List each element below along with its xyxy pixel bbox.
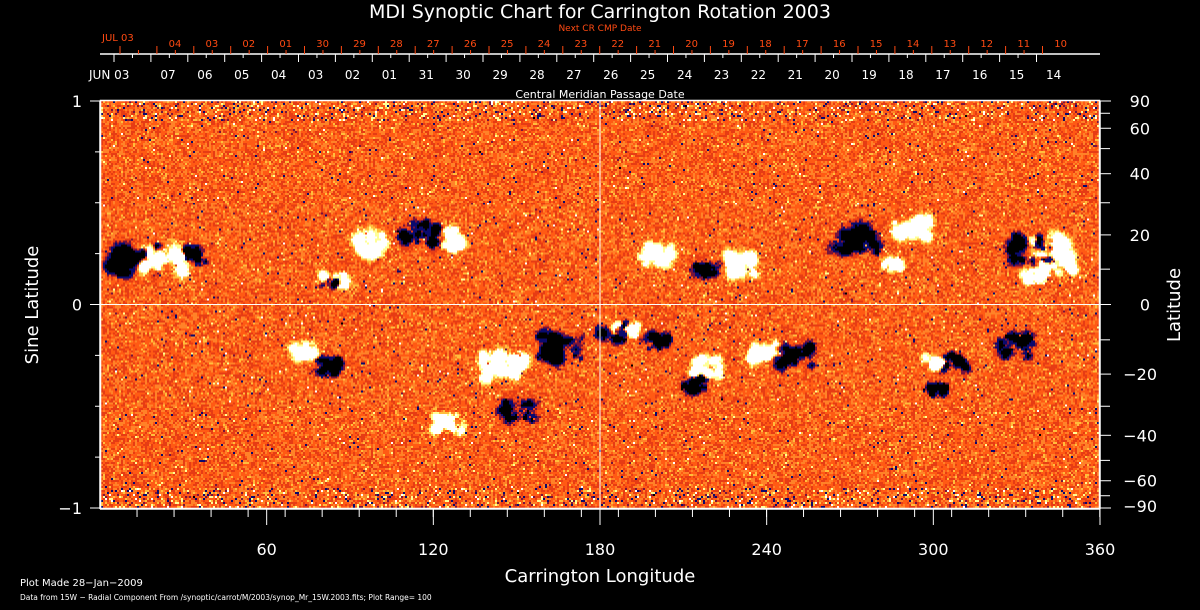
top-axis-cmp-date: 21	[788, 68, 803, 82]
top-axis-cmp-date: 30	[456, 68, 471, 82]
y-left-tick-label: −1	[58, 499, 82, 518]
top-axis-cmp-date: 16	[972, 68, 987, 82]
chart-title: MDI Synoptic Chart for Carrington Rotati…	[369, 1, 831, 23]
top-axis-next-date: 18	[759, 39, 772, 50]
top-axis-next-date: 03	[206, 39, 219, 50]
y-right-tick-label: 90	[1130, 92, 1150, 111]
top-axis-cmp-date: 17	[935, 68, 950, 82]
top-axis-cmp-date: 15	[1009, 68, 1024, 82]
x-axis-label: Carrington Longitude	[505, 566, 696, 587]
top-axis-next-start-label: JUL 03	[101, 33, 134, 44]
x-tick-label: 120	[418, 540, 449, 559]
top-axis-cmp-date: 18	[898, 68, 913, 82]
y-right-tick-label: −60	[1123, 472, 1157, 491]
plot-made-note: Plot Made 28−Jan−2009	[20, 578, 143, 589]
top-axis-cmp-date: 03	[308, 68, 323, 82]
top-axis-cmp-start-label: JUN 03	[88, 68, 129, 82]
y-right-tick-label: −20	[1123, 365, 1157, 384]
y-left-tick-label: 1	[72, 92, 82, 111]
top-axis-next-date: 22	[611, 39, 624, 50]
y-right-tick-label: 60	[1130, 119, 1150, 138]
top-axis-next-date: 26	[464, 39, 477, 50]
top-axis-next-date: 25	[501, 39, 514, 50]
top-axis-next-date: 13	[944, 39, 957, 50]
top-axis-cmp-date: 24	[677, 68, 692, 82]
top-axis-cmp-date: 28	[529, 68, 544, 82]
top-axis-cmp-title: Central Meridian Passage Date	[515, 88, 684, 101]
top-axis-next-date: 28	[390, 39, 403, 50]
magnetogram-map	[101, 101, 1099, 508]
top-axis-cmp-date: 05	[234, 68, 249, 82]
x-tick-label: 180	[585, 540, 616, 559]
top-axis-next-date: 29	[353, 39, 366, 50]
top-axis-next-date: 30	[316, 39, 329, 50]
y-axis-right-label: Latitude	[1164, 268, 1185, 342]
top-axis-next-date: 10	[1054, 39, 1067, 50]
top-axis-next-date: 23	[575, 39, 588, 50]
x-tick-label: 300	[918, 540, 949, 559]
top-axis-next-date: 14	[907, 39, 920, 50]
top-axis-cmp-date: 29	[492, 68, 507, 82]
top-axis-cmp-date: 07	[160, 68, 175, 82]
top-axis-next-date: 12	[980, 39, 993, 50]
top-axis-cmp-date: 25	[640, 68, 655, 82]
y-right-tick-label: 20	[1130, 226, 1150, 245]
top-axis-cmp-date: 01	[382, 68, 397, 82]
top-axis-cmp-date: 14	[1046, 68, 1061, 82]
top-axis-next-date: 20	[685, 39, 698, 50]
top-axis-ticks: 07 06 05 04 03 02 01 31 30 29 28 27 26 25 24 23 22 21 20 19…	[113, 39, 1067, 82]
top-axis-next-date: 21	[648, 39, 661, 50]
y-axis-left-label: Sine Latitude	[22, 246, 43, 365]
top-axis-next-title: Next CR CMP Date	[558, 24, 642, 34]
x-tick-label: 60	[256, 540, 276, 559]
top-axis-next-date: 16	[833, 39, 846, 50]
top-axis-cmp-date: 06	[197, 68, 212, 82]
y-right-tick-label: −40	[1123, 426, 1157, 445]
top-axis-next-date: 19	[722, 39, 735, 50]
top-axis-cmp-date: 02	[345, 68, 360, 82]
top-axis-next-date: 27	[427, 39, 440, 50]
top-axis-cmp-date: 19	[861, 68, 876, 82]
top-axis-next-date: 11	[1017, 39, 1030, 50]
top-axis-next-date: 15	[870, 39, 883, 50]
top-axis-cmp-date: 26	[603, 68, 618, 82]
data-source-note: Data from 15W − Radial Component From /s…	[20, 593, 432, 602]
top-axis-next-date: 04	[169, 39, 182, 50]
top-axis-cmp-date: 20	[825, 68, 840, 82]
x-tick-label: 240	[751, 540, 782, 559]
y-right-tick-label: −90	[1123, 497, 1157, 516]
top-axis-cmp-date: 22	[751, 68, 766, 82]
top-axis-cmp-date: 23	[714, 68, 729, 82]
top-axis-cmp-date: 04	[271, 68, 286, 82]
top-axis-cmp-date: 27	[566, 68, 581, 82]
x-tick-label: 360	[1085, 540, 1116, 559]
y-right-tick-label: 0	[1140, 296, 1150, 315]
top-axis-next-date: 01	[279, 39, 292, 50]
top-axis-next-date: 02	[242, 39, 255, 50]
top-axis-cmp-date: 31	[419, 68, 434, 82]
top-axis-next-date: 17	[796, 39, 809, 50]
y-left-tick-label: 0	[72, 296, 82, 315]
top-axis-next-date: 24	[538, 39, 551, 50]
y-right-tick-label: 40	[1130, 165, 1150, 184]
